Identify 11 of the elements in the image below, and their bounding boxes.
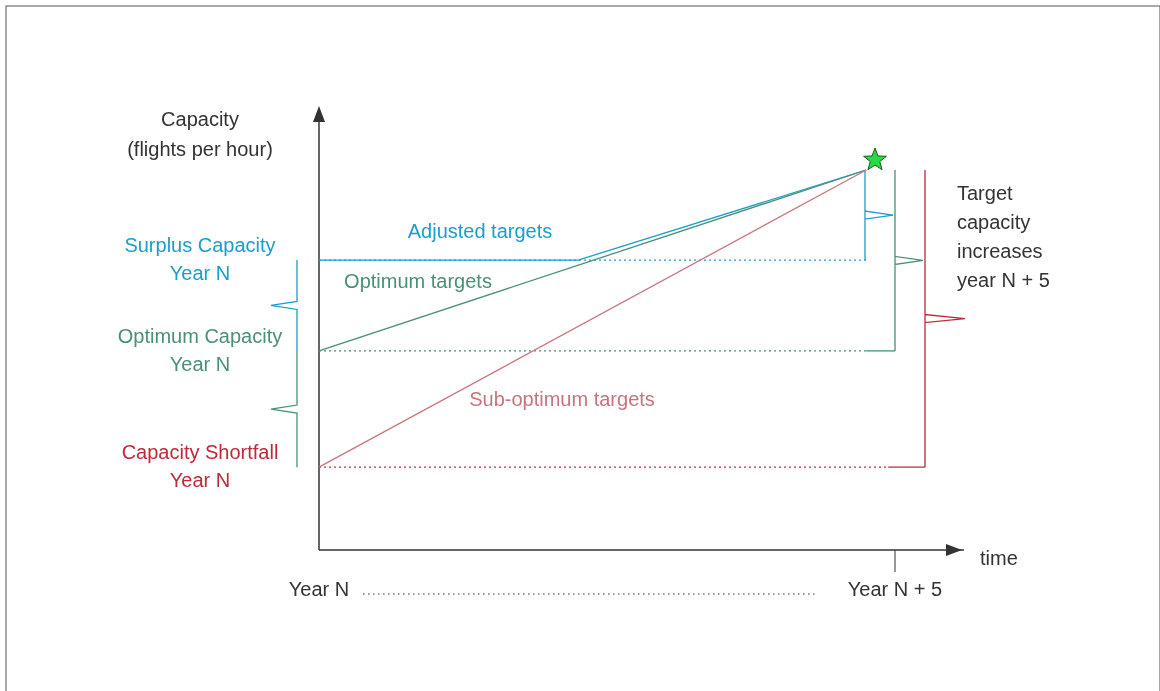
x-axis-title: time: [980, 547, 1018, 569]
series-label: Sub-optimum targets: [469, 388, 655, 410]
x-tick-label: Year N: [288, 578, 350, 600]
text: Target capacity increases year N + 5: [957, 182, 1050, 291]
series-label: Adjusted targets: [407, 220, 553, 242]
series-label: Optimum targets: [344, 270, 492, 292]
x-tick-label: Year N + 5: [847, 578, 943, 600]
ref-line-label: Surplus Capacity Year N: [124, 234, 276, 285]
ref-line-label: Optimum Capacity Year N: [117, 324, 283, 375]
ref-line-label: Capacity Shortfall Year N: [121, 441, 279, 492]
y-axis-title: Capacity (flights per hour): [127, 108, 273, 160]
